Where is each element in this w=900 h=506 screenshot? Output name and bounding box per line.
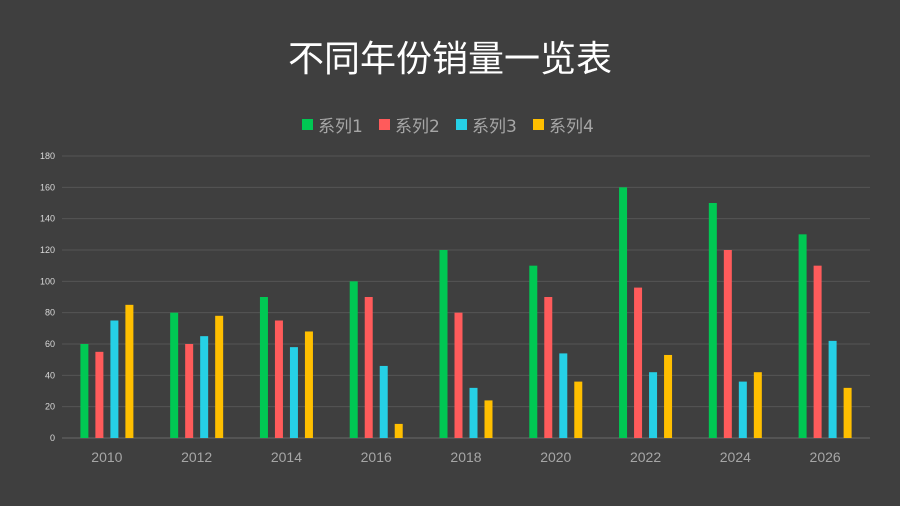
y-tick-label: 120 [40,245,55,255]
bar-系列3 [649,372,658,438]
bar-系列2 [185,344,194,438]
y-tick-label: 180 [40,151,55,161]
bar-系列1 [619,187,628,438]
y-tick-label: 20 [45,402,55,412]
x-tick-label: 2026 [810,449,841,465]
bar-系列2 [813,265,822,438]
bar-系列4 [125,304,134,438]
bar-系列1 [798,234,807,438]
bar-系列3 [110,320,119,438]
legend-swatch [302,119,313,130]
legend-label: 系列2 [395,117,440,137]
legend-label: 系列1 [318,117,363,137]
bar-系列1 [439,250,448,438]
y-tick-label: 60 [45,339,55,349]
bar-系列3 [559,353,568,438]
y-tick-label: 100 [40,276,55,286]
x-tick-label: 2020 [540,449,571,465]
x-tick-label: 2016 [361,449,392,465]
bar-系列2 [634,287,643,438]
bar-系列1 [349,281,358,438]
x-tick-label: 2024 [720,449,751,465]
legend-swatch [533,119,544,130]
bar-系列2 [544,297,553,438]
bar-系列4 [394,423,403,438]
y-tick-label: 40 [45,370,55,380]
bar-系列3 [469,387,478,438]
legend-swatch [456,119,467,130]
chart-title: 不同年份销量一览表 [287,39,612,80]
bar-系列1 [259,297,268,438]
x-tick-label: 2012 [181,449,212,465]
bar-系列3 [738,381,747,438]
y-tick-label: 140 [40,214,55,224]
bar-系列1 [708,203,717,438]
x-tick-label: 2022 [630,449,661,465]
bar-系列3 [379,365,388,438]
x-tick-label: 2014 [271,449,302,465]
bar-系列3 [828,340,837,438]
bar-系列4 [484,400,493,438]
legend-swatch [379,119,390,130]
bar-系列4 [215,315,224,438]
bar-系列1 [170,312,179,438]
bar-系列2 [274,320,283,438]
bar-系列2 [364,297,373,438]
bar-系列1 [80,344,89,438]
bar-系列2 [95,351,104,438]
y-tick-label: 80 [45,308,55,318]
legend-label: 系列4 [549,117,594,137]
bar-系列4 [843,387,852,438]
y-tick-label: 0 [50,433,55,443]
bar-系列2 [454,312,463,438]
bar-系列4 [304,331,313,438]
bar-系列2 [723,250,732,438]
x-tick-label: 2018 [450,449,481,465]
bar-系列4 [574,381,583,438]
bar-系列3 [200,336,209,438]
bar-系列4 [753,372,762,438]
y-tick-label: 160 [40,182,55,192]
x-tick-label: 2010 [91,449,122,465]
bar-系列4 [664,354,673,438]
bar-系列1 [529,265,538,438]
bar-系列3 [289,347,298,438]
legend-label: 系列3 [472,117,517,137]
